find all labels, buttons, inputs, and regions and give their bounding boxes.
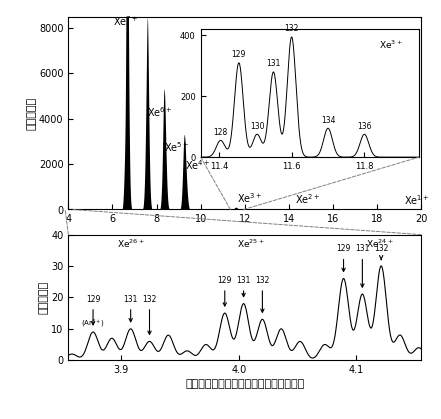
Text: 132: 132 <box>255 276 269 285</box>
Text: Xe$^{4+}$: Xe$^{4+}$ <box>185 158 210 172</box>
Text: Xe$^{2+}$: Xe$^{2+}$ <box>295 192 321 206</box>
Text: (Ar$^{8+}$): (Ar$^{8+}$) <box>81 318 105 330</box>
Text: Xe$^{7+}$: Xe$^{7+}$ <box>113 14 139 28</box>
Text: 136: 136 <box>357 122 372 131</box>
Text: 132: 132 <box>374 245 389 253</box>
Text: 131: 131 <box>123 295 138 304</box>
Text: Xe$^{25+}$: Xe$^{25+}$ <box>237 238 265 250</box>
Y-axis label: イオンの数: イオンの数 <box>26 96 36 130</box>
Text: 132: 132 <box>284 24 299 33</box>
Text: 131: 131 <box>266 59 280 68</box>
Text: Xe$^{3+}$: Xe$^{3+}$ <box>237 191 262 205</box>
Text: Xe$^{1+}$: Xe$^{1+}$ <box>404 194 429 207</box>
Text: 128: 128 <box>213 128 228 137</box>
Text: Xe$^{3+}$: Xe$^{3+}$ <box>379 39 403 51</box>
Text: 129: 129 <box>336 245 351 253</box>
Text: 134: 134 <box>321 116 335 124</box>
Text: Xe$^{24+}$: Xe$^{24+}$ <box>366 238 393 250</box>
Text: 132: 132 <box>142 295 157 304</box>
Text: 131: 131 <box>236 276 251 285</box>
Text: 130: 130 <box>250 122 264 131</box>
Text: 131: 131 <box>355 245 370 253</box>
Text: Xe$^{26+}$: Xe$^{26+}$ <box>117 238 145 250</box>
Text: Xe$^{5+}$: Xe$^{5+}$ <box>164 140 190 154</box>
Text: 129: 129 <box>217 276 232 285</box>
Text: Xe$^{6+}$: Xe$^{6+}$ <box>147 105 172 119</box>
Text: 129: 129 <box>232 50 246 59</box>
Text: 129: 129 <box>86 295 100 304</box>
X-axis label: イオンが飛行する時間　（マイクロ秒）: イオンが飛行する時間 （マイクロ秒） <box>185 379 304 389</box>
Y-axis label: イオンの数: イオンの数 <box>38 281 49 314</box>
